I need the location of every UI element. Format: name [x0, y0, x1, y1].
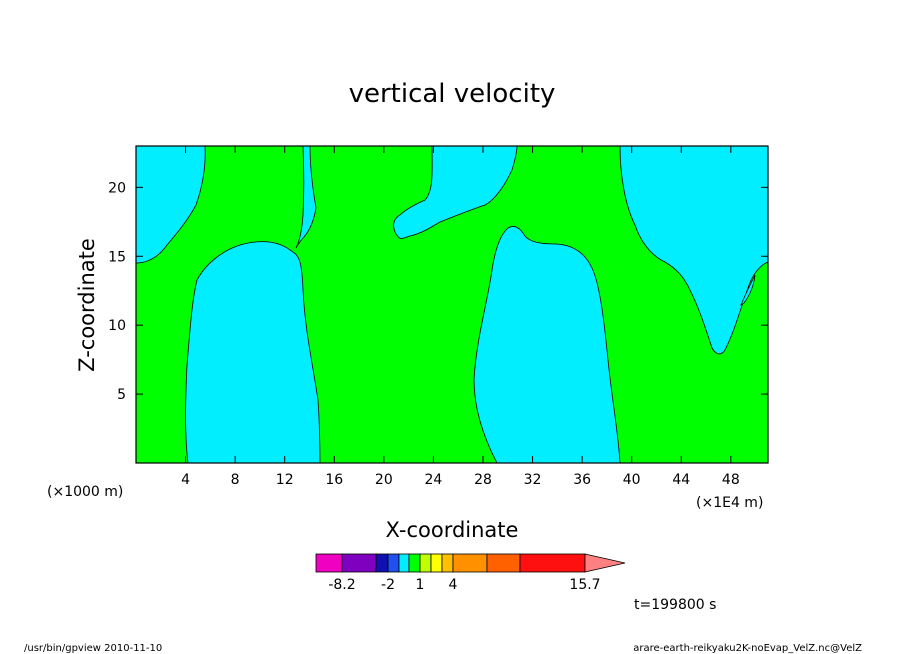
- y-tick-label: 5: [117, 387, 126, 403]
- colorbar-segment: [398, 553, 410, 573]
- colorbar-segment: [387, 553, 400, 573]
- x-tick-marks: [185, 146, 732, 463]
- downward-region-bottom-left: [185, 241, 321, 464]
- x-tick-label: 16: [325, 472, 343, 488]
- x-tick-label: 8: [231, 472, 240, 488]
- footer-right: arare-earth-reikyaku2K-noEvap_VelZ.nc@Ve…: [633, 643, 862, 654]
- x-tick-label: 48: [722, 472, 740, 488]
- colorbar-tick-label: -8.2: [328, 577, 355, 593]
- y-tick-label: 15: [108, 249, 126, 265]
- x-tick-label: 32: [524, 472, 542, 488]
- y-tick-marks: [136, 186, 768, 395]
- colorbar-tick-label: 4: [449, 577, 458, 593]
- y-tick-label: 10: [108, 318, 126, 334]
- downward-region-bottom-right: [473, 226, 621, 464]
- colorbar-segment: [441, 553, 454, 573]
- colorbar: [315, 553, 626, 573]
- colorbar-segment: [419, 553, 432, 573]
- downward-region-thin-sliver: [740, 274, 756, 307]
- time-label: t=199800 s: [634, 597, 716, 613]
- colorbar-segment: [452, 553, 488, 573]
- x-scale-note: (×1E4 m): [696, 495, 763, 511]
- y-axis-label: Z-coordinate: [75, 238, 99, 372]
- colorbar-segment: [341, 553, 377, 573]
- downward-region-top-right: [619, 145, 769, 355]
- colorbar-segment: [315, 553, 343, 573]
- colorbar-extension: [584, 553, 626, 573]
- colorbar-segment: [408, 553, 421, 573]
- x-tick-label: 28: [474, 472, 492, 488]
- colorbar-segment: [430, 553, 443, 573]
- x-tick-label: 20: [375, 472, 393, 488]
- colorbar-segment: [519, 553, 586, 573]
- colorbar-segment: [486, 553, 521, 573]
- colorbar-tick-label: -2: [381, 577, 395, 593]
- footer-left: /usr/bin/gpview 2010-11-10: [24, 643, 162, 654]
- chart-title: vertical velocity: [349, 79, 556, 109]
- x-tick-label: 12: [276, 472, 294, 488]
- x-tick-label: 36: [573, 472, 591, 488]
- x-tick-label: 4: [181, 472, 190, 488]
- downward-region-upper-mid: [372, 145, 518, 239]
- x-tick-label: 44: [672, 472, 690, 488]
- colorbar-tick-label: 15.7: [569, 577, 600, 593]
- downward-region-upper-mid-left: [295, 145, 317, 249]
- downward-regions: [135, 145, 769, 464]
- downward-region-top-left: [135, 145, 206, 264]
- x-axis-label: X-coordinate: [386, 518, 519, 542]
- plot-area: [135, 145, 769, 464]
- colorbar-tick-labels: -8.2 -2 1 4 15.7: [328, 577, 600, 593]
- y-tick-label: 20: [108, 180, 126, 196]
- plot-frame: [135, 145, 769, 464]
- x-tick-label: 24: [424, 472, 442, 488]
- colorbar-tick-label: 1: [416, 577, 425, 593]
- colorbar-segment: [375, 553, 389, 573]
- y-scale-note: (×1000 m): [47, 484, 123, 500]
- x-tick-label: 40: [623, 472, 641, 488]
